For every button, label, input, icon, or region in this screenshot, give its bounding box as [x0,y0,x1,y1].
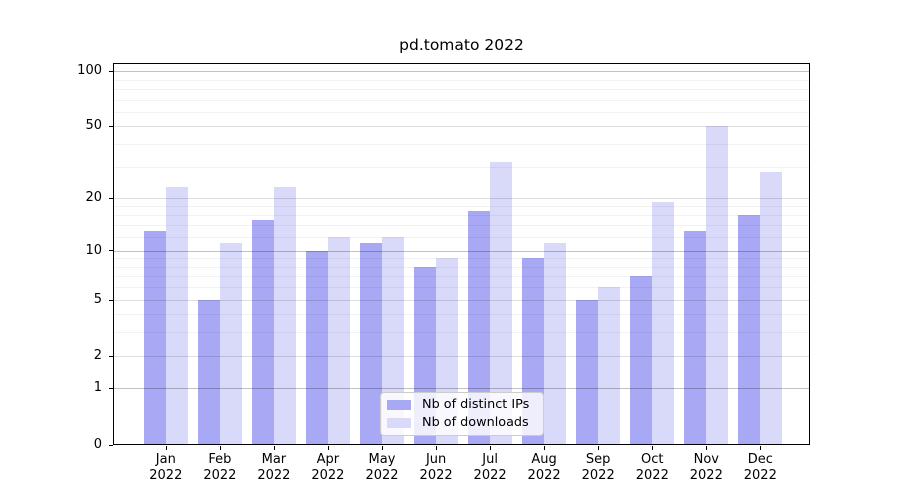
minor-gridline [114,166,809,168]
x-tick [436,446,437,450]
y-tick-label-50: 50 [85,118,102,134]
x-tick [598,446,599,450]
legend-label-distinct-ips: Nb of distinct IPs [422,397,530,412]
y-tick-label-5: 5 [93,291,102,307]
x-tick-label-feb: Feb 2022 [203,452,237,483]
x-tick [328,446,329,450]
bar-nb-of-distinct-ips-mar [251,220,274,444]
legend-swatch-downloads [387,418,411,428]
x-tick-label-apr: Apr 2022 [311,452,345,483]
x-tick-label-dec: Dec 2022 [743,452,777,483]
chart-title: pd.tomato 2022 [399,36,524,54]
bar-nb-of-downloads-aug [544,243,567,444]
major-gridline [114,198,809,200]
y-tick [109,126,113,127]
x-tick-label-jan: Jan 2022 [149,452,183,483]
x-tick [760,446,761,450]
major-gridline [114,126,809,128]
y-tick [109,71,113,72]
x-tick-label-aug: Aug 2022 [527,452,561,483]
x-tick [274,446,275,450]
bar-nb-of-distinct-ips-sep [576,299,599,444]
y-tick-label-10: 10 [85,242,102,258]
y-tick [109,388,113,389]
minor-gridline [114,206,809,208]
x-tick [220,446,221,450]
x-tick-label-jul: Jul 2022 [473,452,507,483]
bar-nb-of-distinct-ips-oct [630,276,653,444]
y-tick-label-20: 20 [85,190,102,206]
x-tick-label-may: May 2022 [365,452,399,483]
bar-nb-of-downloads-dec [760,172,783,444]
bar-nb-of-distinct-ips-feb [197,299,220,444]
legend-item-downloads: Nb of downloads [387,415,537,431]
y-tick-label-100: 100 [77,63,102,79]
minor-gridline [114,88,809,90]
x-tick [490,446,491,450]
x-tick [652,446,653,450]
x-tick-label-nov: Nov 2022 [689,452,723,483]
legend: Nb of distinct IPs Nb of downloads [380,392,544,436]
bar-nb-of-distinct-ips-dec [738,215,761,444]
bar-nb-of-distinct-ips-jan [143,231,166,444]
x-tick-label-oct: Oct 2022 [635,452,669,483]
minor-gridline [114,99,809,101]
bar-nb-of-distinct-ips-nov [684,231,707,444]
bar-nb-of-downloads-jul [490,161,513,444]
major-gridline [114,71,809,73]
minor-gridline [114,79,809,81]
bar-nb-of-distinct-ips-apr [305,250,328,444]
bar-nb-of-downloads-oct [652,202,675,444]
legend-label-downloads: Nb of downloads [422,415,529,430]
y-tick [109,356,113,357]
x-tick [544,446,545,450]
minor-gridline [114,144,809,145]
minor-gridline [114,111,809,113]
x-tick [706,446,707,450]
y-tick [109,445,113,446]
legend-swatch-distinct-ips [387,400,411,410]
bar-nb-of-distinct-ips-jul [468,210,491,444]
bar-nb-of-downloads-nov [706,126,729,444]
y-tick [109,198,113,199]
bar-nb-of-downloads-jan [165,187,188,444]
y-tick-label-0: 0 [93,436,102,452]
legend-item-distinct-ips: Nb of distinct IPs [387,397,537,413]
x-tick-label-jun: Jun 2022 [419,452,453,483]
y-tick [109,300,113,301]
bar-nb-of-downloads-mar [273,187,296,444]
bar-nb-of-downloads-sep [598,287,621,444]
bar-nb-of-downloads-feb [219,243,242,444]
y-tick-label-1: 1 [93,380,102,396]
bar-nb-of-downloads-apr [327,237,350,444]
x-tick-label-sep: Sep 2022 [581,452,615,483]
y-tick-label-2: 2 [93,347,102,363]
minor-gridline [114,225,809,227]
bar-nb-of-distinct-ips-may [360,243,382,444]
y-tick [109,250,113,251]
x-tick-label-mar: Mar 2022 [257,452,291,483]
x-tick [166,446,167,450]
minor-gridline [114,215,809,217]
x-tick [382,446,383,450]
